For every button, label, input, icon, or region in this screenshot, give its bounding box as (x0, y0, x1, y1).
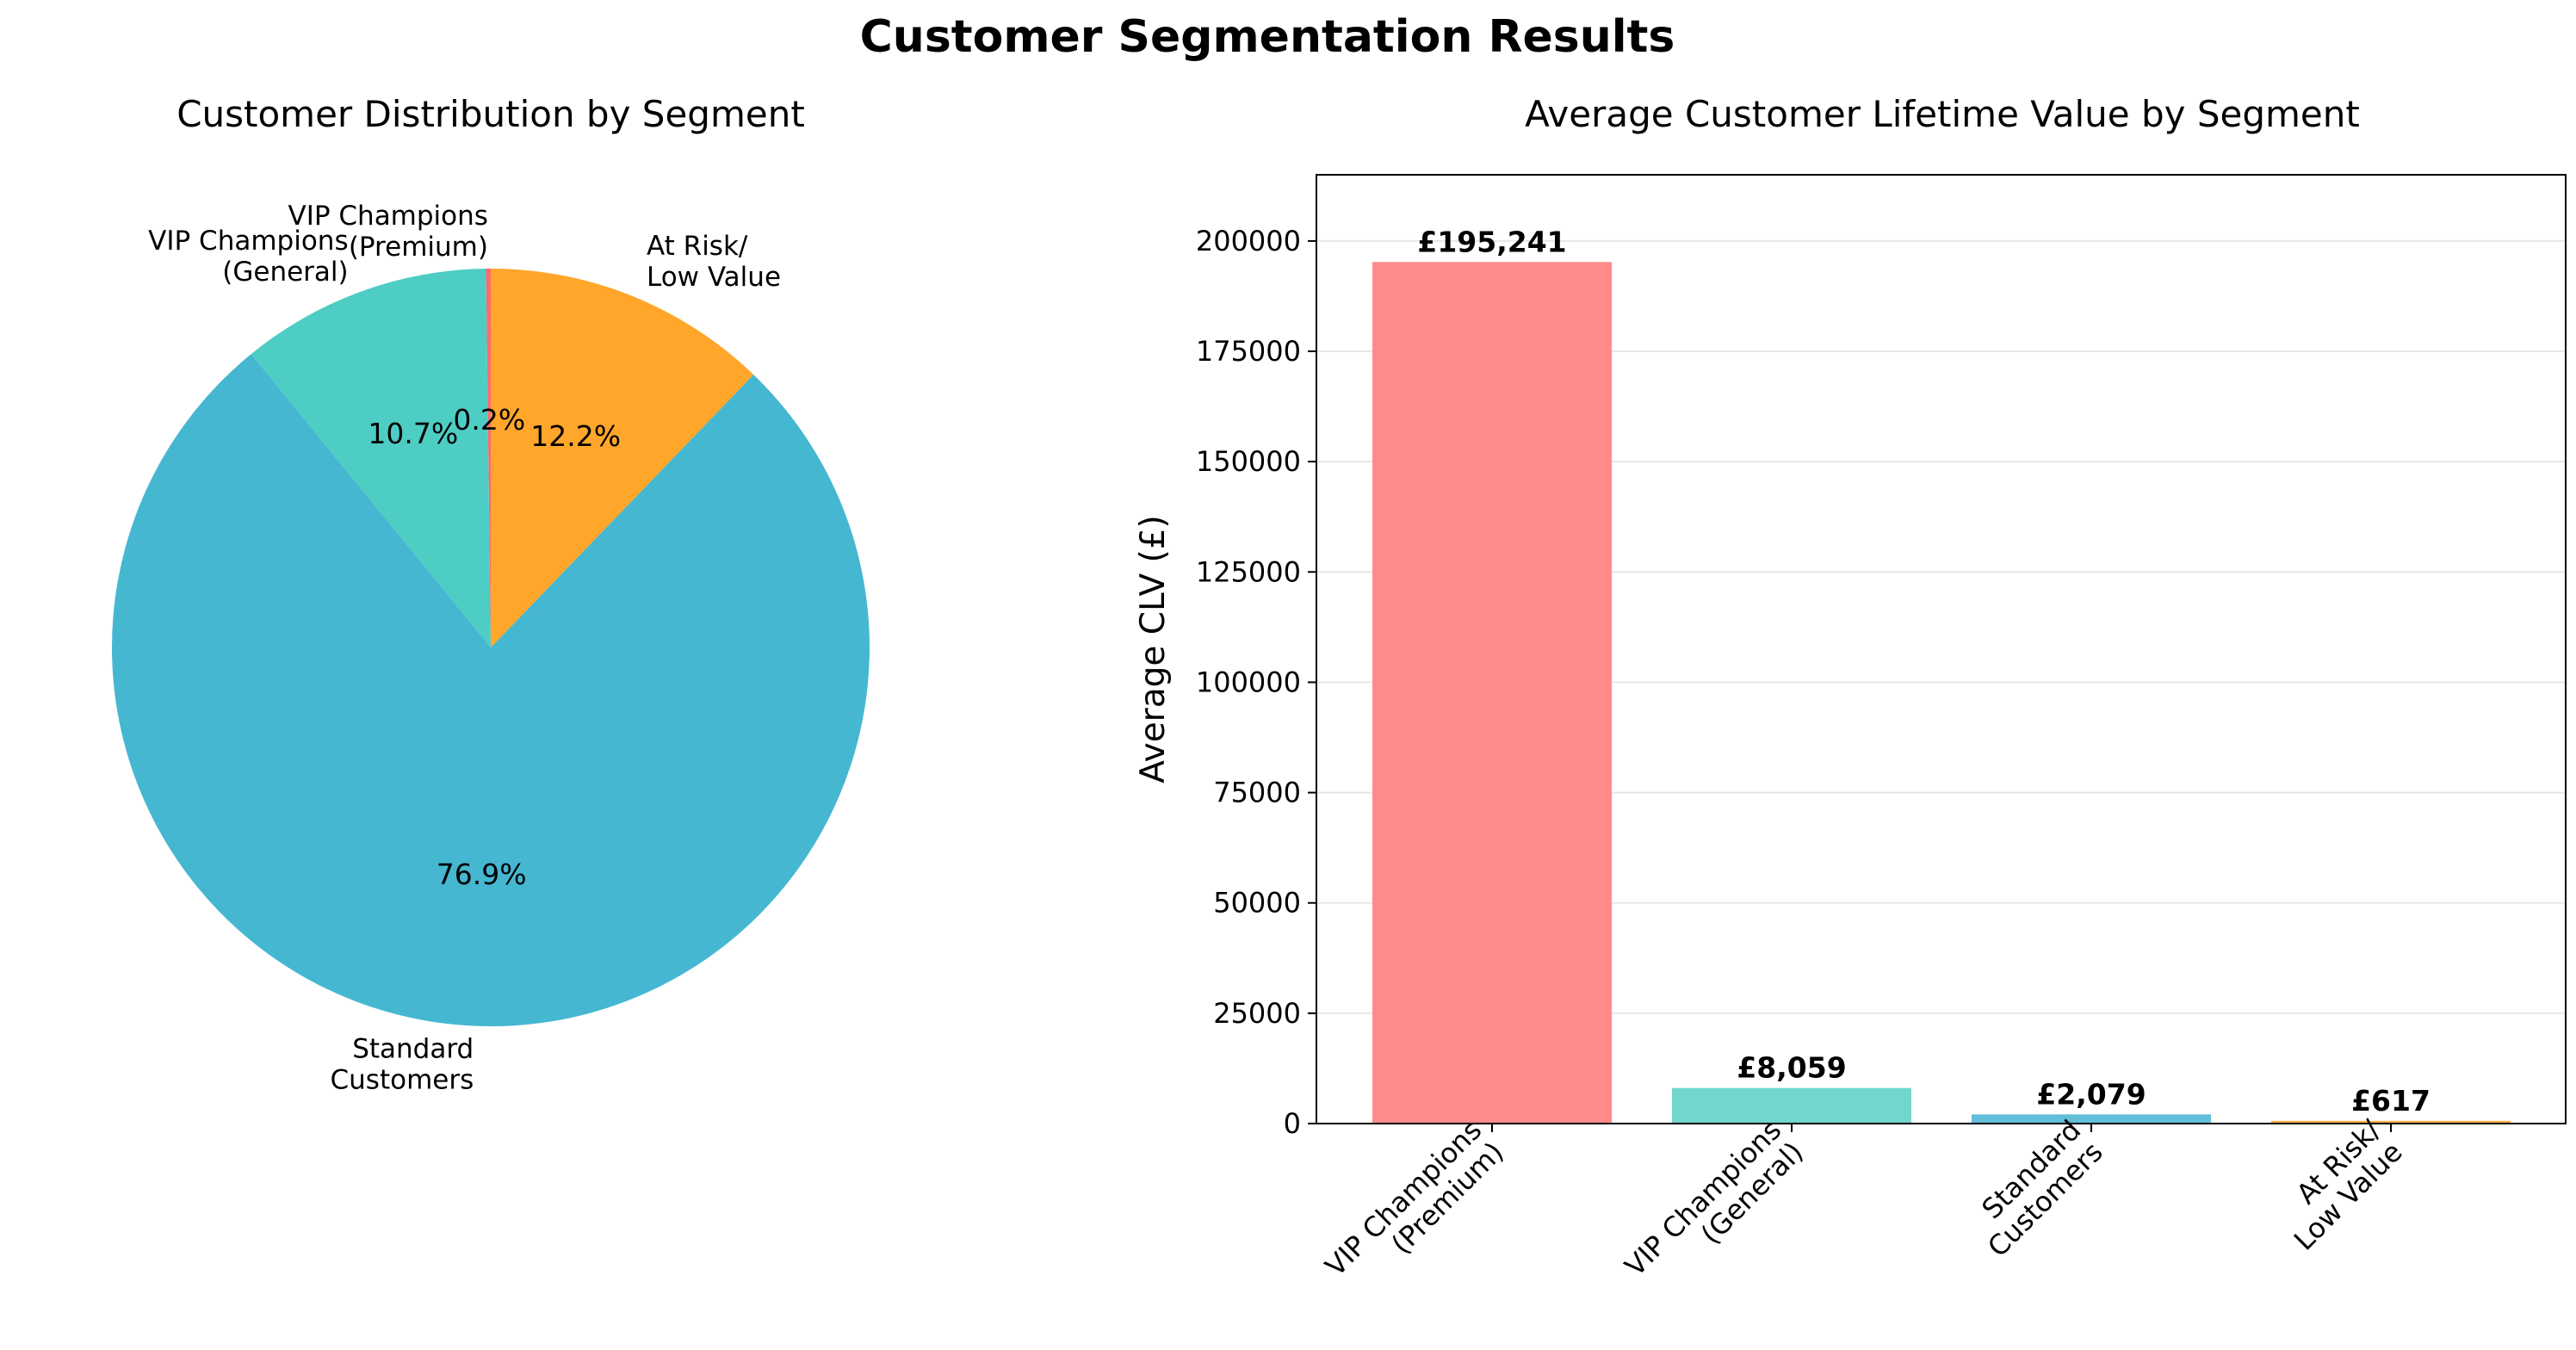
y-tick-label: 150000 (1196, 445, 1301, 478)
pie-slice-percent-label: 0.2% (453, 403, 525, 437)
bar-y-axis: 0 25000 50000 75000 100000 125000 150000 175000… (1196, 225, 1316, 1140)
bar-value-label: £617 (2351, 1084, 2430, 1118)
bar (1672, 1087, 1911, 1124)
pie-slice-label: At Risk/Low Value (647, 231, 781, 293)
pie-slice (491, 269, 754, 647)
pie-slices (112, 269, 870, 1027)
pie-slice (486, 269, 491, 647)
pie-slice-label: VIP Champions (Premium) (288, 201, 488, 263)
y-tick-label: 175000 (1196, 335, 1301, 368)
bar-y-axis-label: Average CLV (£) (1134, 515, 1173, 783)
pie-slice-percent-label: 10.7% (368, 417, 458, 450)
y-tick-label: 0 (1284, 1107, 1301, 1140)
x-tick-label: StandardCustomers (1960, 1113, 2109, 1263)
pie-slice-label: VIP Champions (General) (148, 226, 348, 288)
x-tick-label: VIP Champions(Premium) (1319, 1113, 1510, 1304)
bar (2271, 1120, 2511, 1124)
pie-chart-title: Customer Distribution by Segment (176, 93, 805, 135)
pie-chart-panel: Customer Distribution by Segment 0.2% VIP… (112, 93, 870, 1096)
pie-slice (251, 269, 491, 647)
y-tick-label: 125000 (1196, 555, 1301, 588)
x-tick-label: At Risk/Low Value (2266, 1113, 2409, 1256)
pie-slice-label: Standard Customers (331, 1034, 474, 1096)
bar-bars (1372, 262, 2511, 1124)
bar-value-label: £195,241 (1417, 225, 1566, 258)
y-tick-label: 75000 (1213, 777, 1301, 809)
pie-slice-percent-label: 76.9% (437, 858, 527, 891)
bar-value-label: £8,059 (1737, 1051, 1846, 1085)
pie-slice-percent-label: 12.2% (530, 419, 621, 453)
y-tick-label: 200000 (1196, 225, 1301, 257)
y-tick-label: 100000 (1196, 666, 1301, 698)
figure-suptitle: Customer Segmentation Results (860, 11, 1675, 63)
bar-x-axis: VIP Champions(Premium) VIP Champions(Gene… (1319, 1113, 2409, 1304)
pie-labels: 0.2% VIP Champions (Premium) 10.7% VIP Champ… (148, 201, 781, 1096)
bar-chart-panel: Average Customer Lifetime Value by Segme… (1134, 93, 2567, 1304)
bar-plot-frame (1316, 174, 2567, 1124)
y-tick-label: 25000 (1213, 997, 1301, 1030)
pie-slice (112, 354, 870, 1027)
bar (1372, 262, 1612, 1124)
bar-chart-title: Average Customer Lifetime Value by Segme… (1525, 93, 2360, 135)
y-tick-label: 50000 (1213, 887, 1301, 920)
x-tick-label: VIP Champions(General) (1619, 1113, 1810, 1304)
bar-value-label: £2,079 (2036, 1077, 2146, 1111)
bar (1972, 1114, 2211, 1124)
bar-value-labels: £195,241 £8,059 £2,079 £617 (1417, 225, 2430, 1118)
